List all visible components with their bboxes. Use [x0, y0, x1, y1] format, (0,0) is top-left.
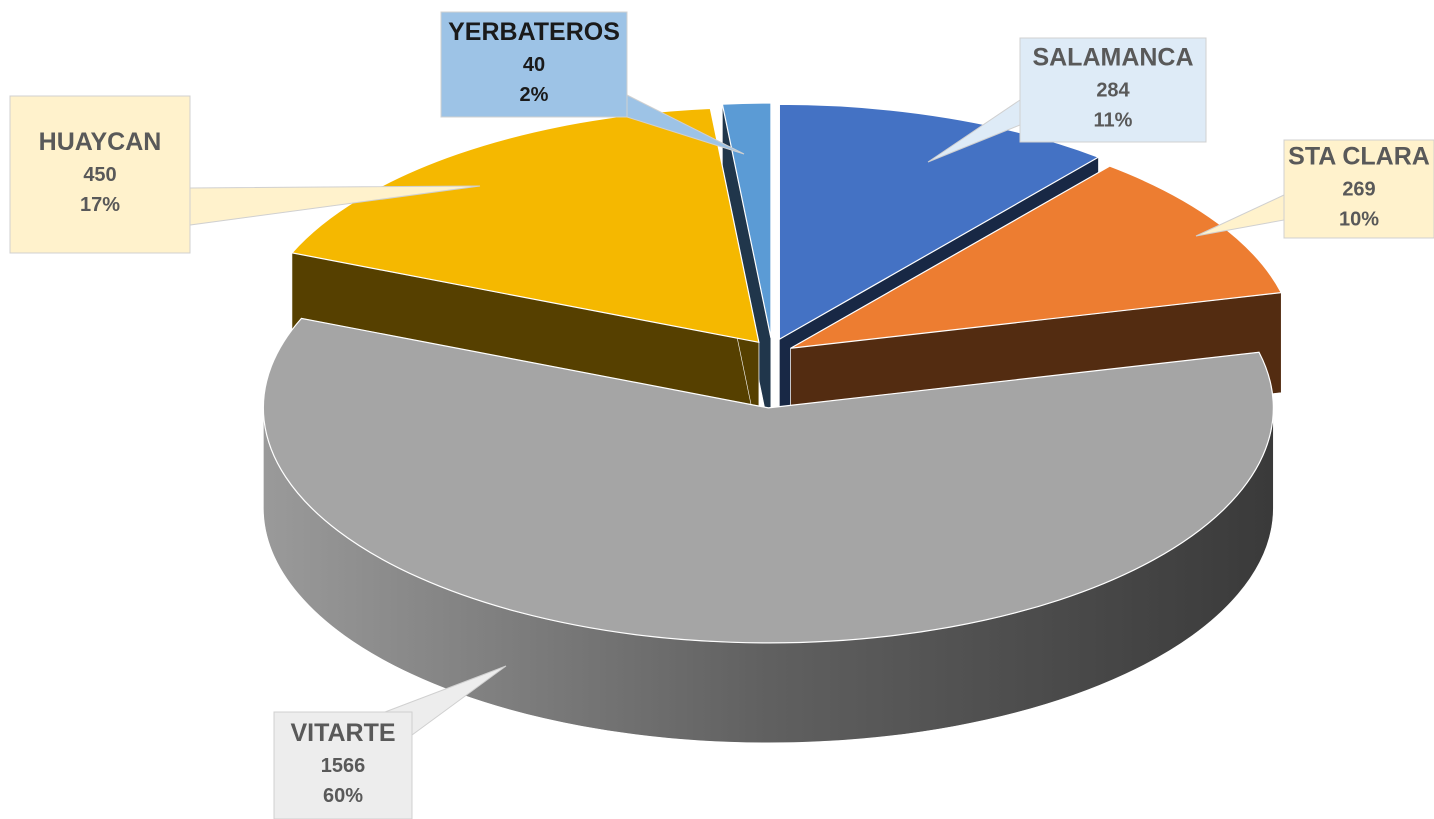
category-label: VITARTE: [290, 719, 395, 747]
percent-label: 2%: [520, 84, 549, 106]
category-label: YERBATEROS: [448, 18, 620, 46]
percent-label: 17%: [80, 194, 120, 216]
value-label: 450: [83, 164, 116, 186]
category-label: SALAMANCA: [1032, 44, 1193, 72]
labels: SALAMANCA 284 11% STA CLARA 269 10% VITARTE 156…: [9, 11, 1434, 819]
callout-box: [9, 95, 191, 254]
percent-label: 10%: [1339, 208, 1379, 230]
value-label: 269: [1342, 178, 1375, 200]
slice: [262, 317, 1274, 644]
value-label: 1566: [321, 755, 366, 777]
value-label: 40: [523, 54, 545, 76]
category-label: HUAYCAN: [39, 128, 162, 156]
percent-label: 11%: [1094, 109, 1133, 131]
pie: [262, 102, 1283, 743]
callout-box: [1283, 139, 1434, 239]
category-label: STA CLARA: [1288, 143, 1430, 171]
slice: [790, 165, 1283, 349]
value-label: 284: [1096, 79, 1130, 101]
callout-box: [440, 11, 628, 118]
slice: [778, 103, 1100, 341]
callout-box: [1019, 37, 1207, 143]
percent-label: 60%: [323, 785, 363, 807]
callout-box: [273, 711, 413, 819]
slice: [721, 102, 772, 339]
callout-pointer: [1195, 194, 1285, 237]
